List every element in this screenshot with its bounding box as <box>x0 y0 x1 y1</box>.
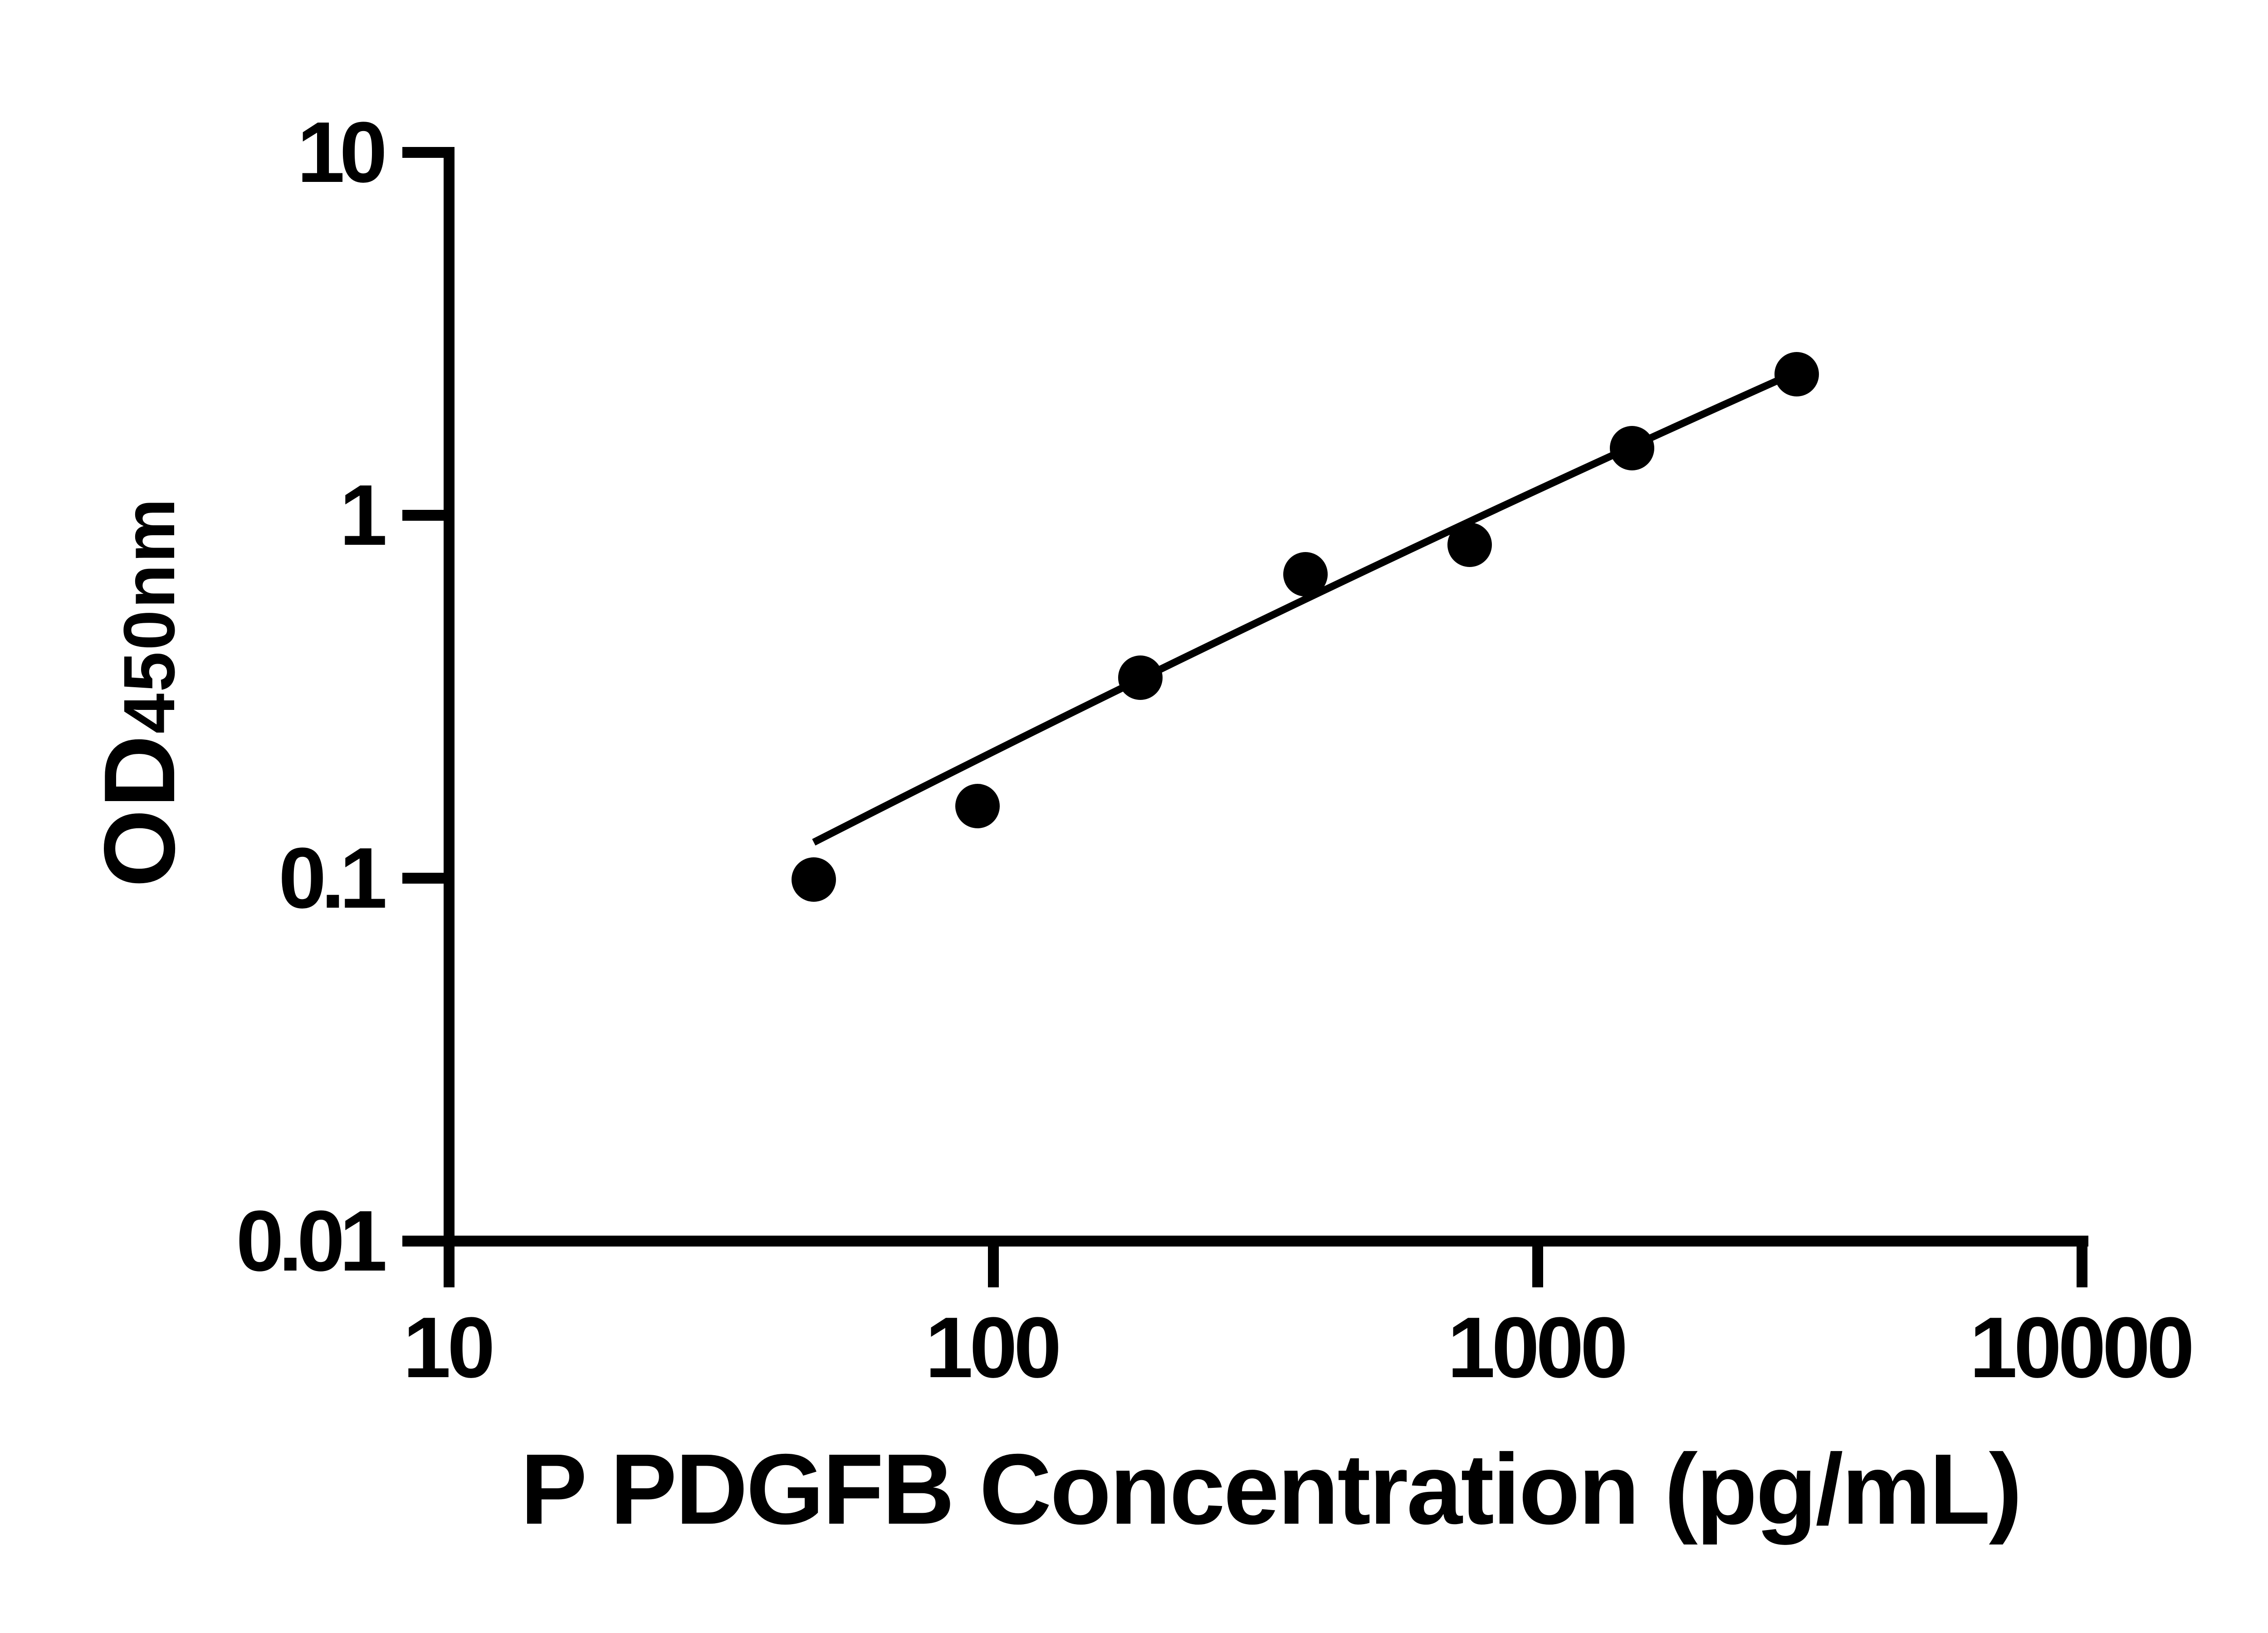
svg-text:0.1: 0.1 <box>279 830 385 926</box>
svg-text:1000: 1000 <box>1447 1300 1625 1396</box>
svg-text:P PDGFB Concentration (pg/mL): P PDGFB Concentration (pg/mL) <box>520 1433 2021 1545</box>
svg-text:100: 100 <box>925 1300 1058 1396</box>
svg-text:10: 10 <box>297 104 384 200</box>
svg-text:10: 10 <box>403 1300 492 1396</box>
svg-text:10000: 10000 <box>1970 1300 2191 1396</box>
svg-text:1: 1 <box>339 467 385 563</box>
svg-text:0.01: 0.01 <box>236 1193 385 1289</box>
